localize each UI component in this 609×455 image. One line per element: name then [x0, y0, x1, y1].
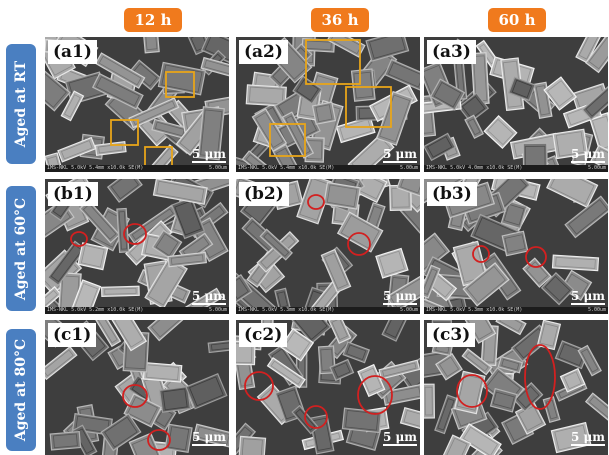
scale-bar-label: 5 μm [191, 430, 226, 444]
sem-panel-c1: (c1) 5 μm [45, 320, 229, 455]
panel-label: (c3) [427, 323, 476, 347]
scale-bar-label: 5 μm [382, 430, 417, 444]
sem-info-strip: IMS-NKL 5.0kV 5.3mm x10.0k SE(M) 5.00um [236, 307, 420, 314]
sem-info-scale: 5.00um [399, 165, 418, 171]
sem-info-text: IMS-NKL 5.0kV 5.3mm x10.0k SE(M) [238, 307, 335, 313]
scale-bar: 5 μm [571, 147, 605, 164]
particle-circle-marker [525, 246, 547, 268]
sem-info-text: IMS-NKL 5.0kV 4.0mm x10.0k SE(M) [426, 165, 523, 171]
particle-circle-marker [357, 375, 393, 415]
particle-circle-marker [456, 374, 488, 408]
panel-label: (c2) [239, 323, 288, 347]
scale-bar-line [571, 444, 605, 446]
particle-circle-marker [304, 405, 328, 429]
scale-bar-label: 5 μm [570, 147, 605, 161]
particle-circle-marker [472, 245, 490, 263]
sem-micrograph [236, 37, 420, 172]
particle-box-marker [110, 119, 139, 146]
sem-panel-b3: (b3) 5 μm IMS-NKL 5.0kV 5.3mm x10.0k SE(M)… [424, 179, 608, 314]
sem-micrograph [236, 320, 420, 455]
scale-bar-line [383, 161, 417, 163]
sem-info-text: IMS-NKL 5.0kV 5.2mm x10.0k SE(M) [47, 307, 144, 313]
scale-bar: 5 μm [383, 289, 417, 306]
time-tag-36h: 36 h [311, 8, 369, 32]
particle-circle-marker [244, 371, 274, 401]
sem-info-scale: 5.00um [208, 165, 227, 171]
scale-bar-line [571, 303, 605, 305]
sem-info-text: IMS-NKL 5.0kV 5.4mm x10.0k SE(M) [238, 165, 335, 171]
scale-bar-line [383, 303, 417, 305]
scale-bar-label: 5 μm [191, 147, 226, 161]
sem-info-strip: IMS-NKL 5.0kV 5.4mm x10.0k SE(M) 5.00um [236, 165, 420, 172]
particle-circle-marker [524, 344, 556, 410]
scale-bar-line [571, 161, 605, 163]
sem-info-scale: 5.00um [208, 307, 227, 313]
sem-panel-a3: (a3) 5 μm IMS-NKL 5.0kV 4.0mm x10.0k SE(M)… [424, 37, 608, 172]
panel-label: (b1) [48, 182, 98, 206]
scale-bar-label: 5 μm [191, 289, 226, 303]
scale-bar: 5 μm [571, 289, 605, 306]
scale-bar: 5 μm [192, 147, 226, 164]
scale-bar-label: 5 μm [382, 147, 417, 161]
sem-info-scale: 5.00um [587, 307, 606, 313]
scale-bar-line [383, 444, 417, 446]
particle-box-marker [165, 71, 195, 98]
sem-panel-b1: (b1) 5 μm IMS-NKL 5.0kV 5.2mm x10.0k SE(M)… [45, 179, 229, 314]
scale-bar: 5 μm [383, 147, 417, 164]
sem-panel-b2: (b2) 5 μm IMS-NKL 5.0kV 5.3mm x10.0k SE(M)… [236, 179, 420, 314]
scale-bar: 5 μm [192, 289, 226, 306]
particle-box-marker [269, 123, 306, 157]
particle-circle-marker [122, 384, 148, 408]
scale-bar-line [192, 303, 226, 305]
particle-circle-marker [347, 232, 371, 256]
panel-label: (a2) [239, 40, 288, 64]
scale-bar-label: 5 μm [570, 289, 605, 303]
panel-label: (b2) [239, 182, 289, 206]
sem-info-text: IMS-NKL 5.0kV 5.4mm x10.0k SE(M) [47, 165, 144, 171]
time-tag-60h: 60 h [488, 8, 546, 32]
sem-info-strip: IMS-NKL 5.0kV 4.0mm x10.0k SE(M) 5.00um [424, 165, 608, 172]
sem-panel-c2: (c2) 5 μm [236, 320, 420, 455]
scale-bar-line [192, 444, 226, 446]
particle-box-marker [305, 39, 361, 85]
sem-info-scale: 5.00um [399, 307, 418, 313]
sem-info-scale: 5.00um [587, 165, 606, 171]
particle-circle-marker [147, 429, 171, 451]
panel-label: (a1) [48, 40, 97, 64]
scale-bar: 5 μm [192, 430, 226, 447]
sem-info-text: IMS-NKL 5.0kV 5.3mm x10.0k SE(M) [426, 307, 523, 313]
scale-bar: 5 μm [571, 430, 605, 447]
sem-panel-a1: (a1) 5 μm IMS-NKL 5.0kV 5.4mm x10.0k SE(M)… [45, 37, 229, 172]
scale-bar-label: 5 μm [570, 430, 605, 444]
time-tag-12h: 12 h [124, 8, 182, 32]
scale-bar-line [192, 161, 226, 163]
particle-box-marker [345, 86, 392, 128]
panel-label: (c1) [48, 323, 97, 347]
sem-info-strip: IMS-NKL 5.0kV 5.2mm x10.0k SE(M) 5.00um [45, 307, 229, 314]
sem-micrograph [45, 179, 229, 314]
particle-circle-marker [70, 231, 88, 247]
row-tag-80c: Aged at 80°C [6, 329, 36, 451]
sem-info-strip: IMS-NKL 5.0kV 5.4mm x10.0k SE(M) 5.00um [45, 165, 229, 172]
panel-label: (a3) [427, 40, 476, 64]
sem-panel-a2: (a2) 5 μm IMS-NKL 5.0kV 5.4mm x10.0k SE(M)… [236, 37, 420, 172]
particle-circle-marker [123, 223, 147, 245]
particle-circle-marker [307, 194, 325, 210]
sem-panel-c3: (c3) 5 μm [424, 320, 608, 455]
sem-info-strip: IMS-NKL 5.0kV 5.3mm x10.0k SE(M) 5.00um [424, 307, 608, 314]
row-tag-rt: Aged at RT [6, 44, 36, 164]
scale-bar-label: 5 μm [382, 289, 417, 303]
scale-bar: 5 μm [383, 430, 417, 447]
panel-label: (b3) [427, 182, 477, 206]
row-tag-60c: Aged at 60°C [6, 186, 36, 311]
